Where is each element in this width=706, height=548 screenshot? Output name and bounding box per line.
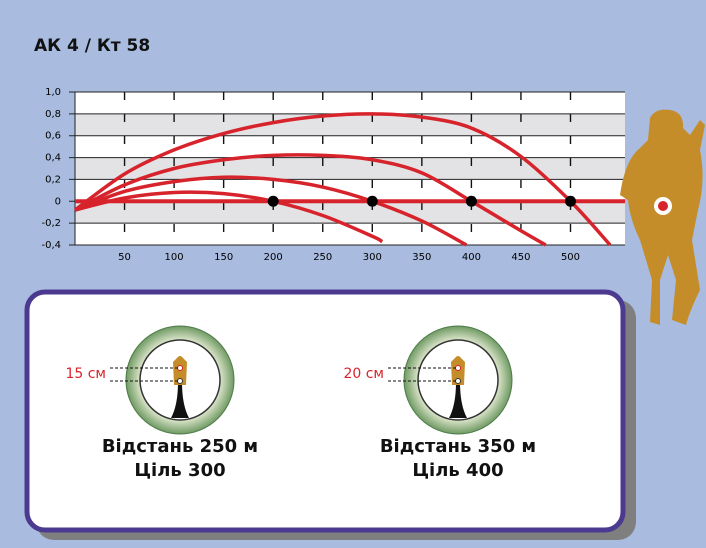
scope-caption: Ціль 300	[134, 460, 225, 481]
x-tick-label: 350	[412, 252, 431, 263]
scope-caption: Ціль 400	[412, 460, 503, 481]
x-tick-label: 50	[118, 252, 131, 263]
x-tick-label: 450	[511, 252, 530, 263]
x-tick-label: 150	[214, 252, 233, 263]
zero-point	[267, 195, 279, 207]
scope-caption: Відстань 350 м	[380, 436, 536, 457]
y-tick-label: 0,4	[45, 153, 61, 164]
target-figure	[620, 109, 705, 326]
scope: 20 см Відстань 350 м Ціль 400	[343, 325, 536, 481]
grid-band	[75, 113, 625, 136]
y-tick-label: 0,6	[45, 131, 61, 142]
trajectory	[74, 153, 547, 247]
grid-band	[75, 201, 625, 224]
y-tick-label: -0,4	[41, 240, 61, 251]
trajectory	[74, 190, 384, 244]
y-tick-label: 0,2	[45, 174, 61, 185]
trajectory	[74, 175, 468, 247]
scope-post	[449, 382, 467, 418]
x-tick-label: 500	[561, 252, 580, 263]
scope-post	[171, 382, 189, 418]
y-tick-label: 0	[55, 196, 61, 207]
y-tick-label: -0,2	[41, 218, 61, 229]
zero-point	[564, 195, 576, 207]
y-tick-label: 1,0	[45, 87, 61, 98]
x-tick-label: 300	[363, 252, 382, 263]
panel	[24, 289, 626, 533]
x-tick-label: 400	[462, 252, 481, 263]
zero-point	[366, 195, 378, 207]
x-tick-label: 100	[165, 252, 184, 263]
trajectory	[73, 112, 612, 247]
zero-point	[465, 195, 477, 207]
scope-caption: Відстань 250 м	[102, 436, 258, 457]
x-tick-label: 250	[313, 252, 332, 263]
plot: -0,4 -0,2 0 0,2 0,4 0,6 0,8 1,0 50 100 150 200 250 30…	[41, 87, 625, 263]
x-tick-label: 200	[264, 252, 283, 263]
chart-title: АК 4 / Кт 58	[34, 36, 150, 56]
scopes: 15 см Відстань 250 м Ціль 300 20 см Відстань…	[65, 325, 536, 481]
offset-label: 15 см	[65, 366, 106, 382]
y-tick-label: 0,8	[45, 109, 61, 120]
offset-label: 20 см	[343, 366, 384, 382]
scope: 15 см Відстань 250 м Ціль 300	[65, 325, 258, 481]
